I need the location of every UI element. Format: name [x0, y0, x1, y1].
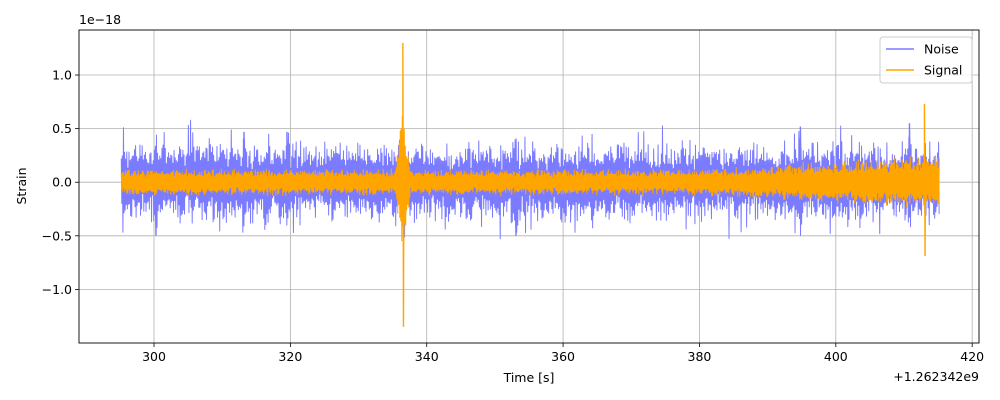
- y-tick-label: 0.5: [52, 121, 72, 136]
- x-tick-label: 300: [142, 349, 166, 364]
- y-tick-label: −1.0: [42, 282, 72, 297]
- series-peak-noise: [514, 182, 517, 236]
- series-peak-noise: [154, 182, 157, 236]
- y-axis-label: Strain: [14, 167, 29, 204]
- legend: Noise Signal: [879, 36, 973, 84]
- series-peak-noise: [243, 131, 246, 183]
- plot-frame: [78, 29, 980, 344]
- axis-ticks: 300 320 340 360 380 400 420 −1.0 −0.5 0.0 0.5 1.0: [42, 68, 985, 364]
- series-line-signal: [120, 115, 940, 244]
- x-tick-label: 380: [688, 349, 712, 364]
- y-scale-label: 1e−18: [79, 12, 121, 27]
- y-tick-label: 1.0: [52, 68, 72, 83]
- x-offset-label: +1.262342e9: [893, 369, 979, 384]
- x-tick-label: 420: [960, 349, 984, 364]
- x-tick-label: 320: [278, 349, 302, 364]
- x-tick-label: 340: [415, 349, 439, 364]
- series-peak-signal: [923, 103, 927, 257]
- y-tick-label: −0.5: [42, 228, 72, 243]
- series-lines: [120, 42, 940, 327]
- y-tick-label: 0.0: [52, 175, 72, 190]
- series-peak-signal: [402, 42, 405, 327]
- x-axis-label: Time [s]: [503, 370, 555, 385]
- x-tick-label: 360: [551, 349, 575, 364]
- legend-label-signal: Signal: [924, 63, 962, 78]
- series-peak-noise: [799, 126, 802, 183]
- legend-label-noise: Noise: [924, 42, 959, 57]
- series-peak-noise: [286, 131, 289, 183]
- x-tick-label: 400: [824, 349, 848, 364]
